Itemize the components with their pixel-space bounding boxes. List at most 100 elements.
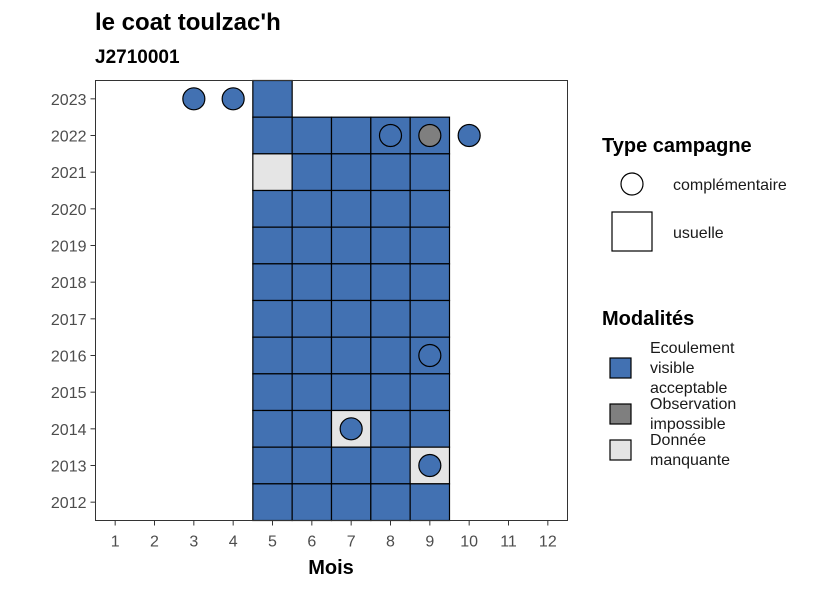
point-2014-7	[339, 417, 363, 441]
x-tick-label: 6	[307, 534, 316, 551]
cell-2017-8	[370, 299, 411, 338]
point-2013-9	[418, 453, 442, 478]
y-tick-label: 2012	[51, 495, 87, 512]
x-tick-label: 5	[268, 534, 277, 551]
cell-2017-7	[330, 299, 372, 338]
cell-2012-7	[330, 483, 372, 522]
y-tick-label: 2022	[51, 129, 87, 146]
y-tick-label: 2019	[51, 239, 87, 256]
y-axis: 2012 2013 2014 2015 2016 2017 2018 2019 2020 2021…	[51, 92, 96, 512]
y-tick-label: 2017	[51, 312, 87, 329]
legend-square-symbol	[611, 211, 653, 252]
y-tick-label: 2016	[51, 349, 87, 366]
point-2022-9	[418, 123, 442, 148]
cell-2015-5	[252, 373, 293, 412]
x-tick-label: 7	[347, 534, 356, 551]
legend-label-line: acceptable	[650, 380, 727, 397]
y-tick-label: 2021	[51, 165, 87, 182]
complementaire-points	[182, 87, 481, 478]
x-axis: 1 2 3 4 5 6 7 8 9 10 11 12	[111, 520, 557, 551]
legend-label-line: Observation	[650, 396, 736, 413]
legend-label-line: Ecoulement	[650, 340, 735, 357]
cell-2016-5	[252, 336, 293, 375]
cell-2015-9	[409, 373, 451, 412]
cell-2021-7	[330, 153, 372, 192]
cell-2018-5	[252, 263, 293, 302]
chart-title: le coat toulzac'h	[95, 9, 281, 36]
legend-modalites-title: Modalités	[602, 308, 694, 330]
cell-2022-6	[291, 116, 333, 155]
cell-2015-8	[370, 373, 411, 412]
cell-2022-7	[330, 116, 372, 155]
cell-2019-7	[330, 226, 372, 265]
legend-key-0	[609, 357, 632, 379]
legend-key-1	[609, 403, 632, 425]
cell-2014-6	[291, 409, 333, 448]
cell-2012-5	[252, 483, 293, 522]
cell-2022-5	[252, 116, 293, 155]
cell-2021-9	[409, 153, 451, 192]
cell-2021-6	[291, 153, 333, 192]
y-tick-label: 2018	[51, 275, 87, 292]
usuelle-cells	[252, 79, 451, 522]
y-tick-label: 2023	[51, 92, 87, 109]
legend-label-line: impossible	[650, 416, 726, 433]
cell-2018-6	[291, 263, 333, 302]
cell-2014-5	[252, 409, 293, 448]
cell-2012-9	[409, 483, 451, 522]
legend-type-title: Type campagne	[602, 135, 752, 157]
cell-2019-9	[409, 226, 451, 265]
legend-label-complementaire: complémentaire	[673, 177, 787, 194]
x-tick-label: 8	[386, 534, 395, 551]
cell-2013-5	[252, 446, 293, 485]
legend-type-campagne: Type campagne complémentaire usuelle	[602, 135, 787, 252]
cell-2017-5	[252, 299, 293, 338]
cell-2017-6	[291, 299, 333, 338]
x-tick-label: 1	[111, 534, 120, 551]
x-tick-label: 10	[460, 534, 478, 551]
legend-modalites: Modalités Ecoulement visible acceptableObs…	[602, 308, 736, 469]
cell-2012-8	[370, 483, 411, 522]
cell-2014-9	[409, 409, 451, 448]
cell-2018-8	[370, 263, 411, 302]
cell-2017-9	[409, 299, 451, 338]
legend-label-usuelle: usuelle	[673, 225, 724, 242]
x-axis-title: Mois	[308, 557, 354, 579]
cell-2016-6	[291, 336, 333, 375]
legend-label-line: Donnée	[650, 432, 706, 449]
point-2022-8	[378, 123, 403, 148]
y-tick-label: 2020	[51, 202, 87, 219]
cell-2020-6	[291, 189, 333, 228]
legend-label-line: manquante	[650, 452, 730, 469]
cell-2019-5	[252, 226, 293, 265]
cell-2020-9	[409, 189, 451, 228]
legend-label-line: visible	[650, 360, 695, 377]
cell-2015-7	[330, 373, 372, 412]
point-2016-9	[418, 343, 442, 368]
x-tick-label: 3	[189, 534, 198, 551]
x-tick-label: 9	[425, 534, 434, 551]
cell-2020-8	[370, 189, 411, 228]
chart-subtitle: J2710001	[95, 47, 180, 68]
legend-key-2	[609, 439, 632, 461]
cell-2016-8	[370, 336, 411, 375]
cell-2019-6	[291, 226, 333, 265]
x-tick-label: 4	[229, 534, 238, 551]
cell-2013-6	[291, 446, 333, 485]
y-tick-label: 2013	[51, 459, 87, 476]
cell-2021-8	[370, 153, 411, 192]
x-tick-label: 12	[539, 534, 557, 551]
cell-2020-5	[252, 189, 293, 228]
cell-2012-6	[291, 483, 333, 522]
cell-2015-6	[291, 373, 333, 412]
x-tick-label: 11	[500, 534, 517, 551]
cell-2014-8	[370, 409, 411, 448]
point-2022-10	[457, 123, 481, 148]
x-tick-label: 2	[150, 534, 159, 551]
y-tick-label: 2014	[51, 422, 87, 439]
legend-circle-symbol	[620, 172, 644, 196]
cell-2013-8	[370, 446, 411, 485]
cell-2016-7	[330, 336, 372, 375]
cell-2018-9	[409, 263, 451, 302]
